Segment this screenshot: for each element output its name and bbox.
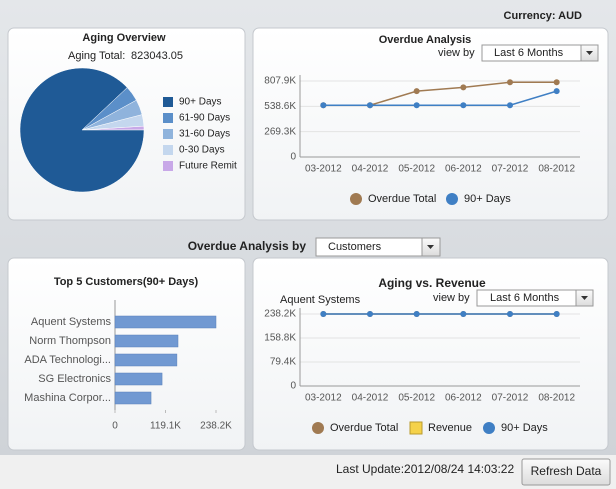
last-update: Last Update:2012/08/24 14:03:22 [336,462,514,476]
dropdown-value[interactable]: Last 6 Months [490,292,560,304]
legend-label: Overdue Total [330,422,398,434]
data-point [460,102,467,109]
legend-swatch [163,129,173,139]
y-tick-label: 807.9K [264,76,296,87]
x-tick-label: 08-2012 [538,393,575,404]
x-tick-label: 0 [112,421,118,432]
total-value: 823043.05 [131,50,183,62]
series-line [323,90,557,107]
y-tick-label: SG Electronics [38,373,111,385]
panel-title: Top 5 Customers(90+ Days) [54,276,199,288]
data-point [413,102,420,109]
data-point [367,311,373,317]
y-tick-label: 0 [290,152,296,163]
y-tick-label: Mashina Corpor... [24,392,111,404]
button-box[interactable] [521,458,611,486]
x-tick-label: 119.1K [150,421,181,432]
view-by-label: view by [433,292,470,304]
bar [114,334,179,348]
data-point [460,311,467,317]
legend-label: 90+ Days [179,97,222,108]
x-tick-label: 07-2012 [492,164,529,175]
legend-label: Future Remit [179,161,237,172]
legend-label: 61-90 Days [179,113,230,124]
dropdown-arrow [427,245,434,249]
legend-swatch [409,421,423,435]
view-by-label: view by [438,47,475,59]
x-tick-label: 08-2012 [538,164,575,175]
dropdown-value[interactable]: Customers [328,241,382,253]
y-tick-label: 538.6K [264,101,296,112]
legend-label: Revenue [428,422,472,434]
refresh-button[interactable]: Refresh Data [521,458,611,486]
x-tick-label: 06-2012 [445,393,482,404]
bar [114,391,152,405]
y-tick-label: 79.4K [270,357,296,368]
legend-label: 90+ Days [501,422,548,434]
data-point [413,88,420,95]
legend-swatch [163,97,173,107]
x-tick-label: 238.2K [200,421,232,432]
legend-swatch [163,113,173,123]
data-point [320,102,327,109]
pie-slice [19,67,145,193]
data-point [320,311,327,317]
y-tick-label: 269.3K [264,126,296,137]
panel-title: Overdue Analysis [379,34,472,46]
x-tick-label: 05-2012 [398,393,435,404]
x-tick-label: 03-2012 [305,164,342,175]
dropdown-value[interactable]: Last 6 Months [494,47,564,59]
x-tick-label: 03-2012 [305,393,342,404]
x-tick-label: 07-2012 [492,393,529,404]
legend-label: 0-30 Days [179,145,225,156]
data-point [553,88,560,95]
filter-dropdown[interactable]: Customers [315,237,441,257]
y-tick-label: 0 [290,381,296,392]
total-label: Aging Total: [68,50,125,62]
y-tick-label: 158.8K [264,333,296,344]
panel-title: Aging Overview [82,32,166,44]
legend-swatch [350,193,362,205]
legend-label: 31-60 Days [179,129,230,140]
y-tick-label: ADA Technologi... [24,354,111,366]
y-tick-label: Norm Thompson [29,335,111,347]
x-tick-label: 04-2012 [352,164,389,175]
y-tick-label: Aquent Systems [31,316,112,328]
panel-title: Aging vs. Revenue [378,276,486,290]
legend-label: 90+ Days [464,193,511,205]
bar [114,372,163,386]
dropdown-arrow [581,296,588,300]
footer-bar [0,455,616,489]
y-tick-label: 238.2K [264,309,296,320]
legend-swatch [163,145,173,155]
data-point [460,84,467,91]
currency: Currency: AUD [504,10,582,22]
bar [114,353,178,367]
x-tick-label: 05-2012 [398,164,435,175]
button-label[interactable]: Refresh Data [531,464,602,478]
panel-subtitle: Aquent Systems [280,294,361,306]
view-by-dropdown[interactable]: Last 6 Months [476,289,594,307]
data-point [507,79,513,86]
view-by-dropdown[interactable]: Last 6 Months [481,44,599,62]
x-tick-label: 06-2012 [445,164,482,175]
legend-swatch [163,161,173,171]
legend-label: Overdue Total [368,193,436,205]
dropdown-arrow [586,51,593,55]
panel [252,27,609,221]
data-point [553,311,560,317]
data-point [553,79,560,86]
data-point [507,102,513,109]
bar [114,315,217,329]
x-tick-label: 04-2012 [352,393,389,404]
data-point [367,102,373,109]
data-point [507,311,513,317]
legend-swatch [483,422,495,434]
data-point [413,311,420,317]
legend-swatch [446,193,458,205]
legend-swatch [312,422,324,434]
filter-label: Overdue Analysis by [188,239,307,253]
